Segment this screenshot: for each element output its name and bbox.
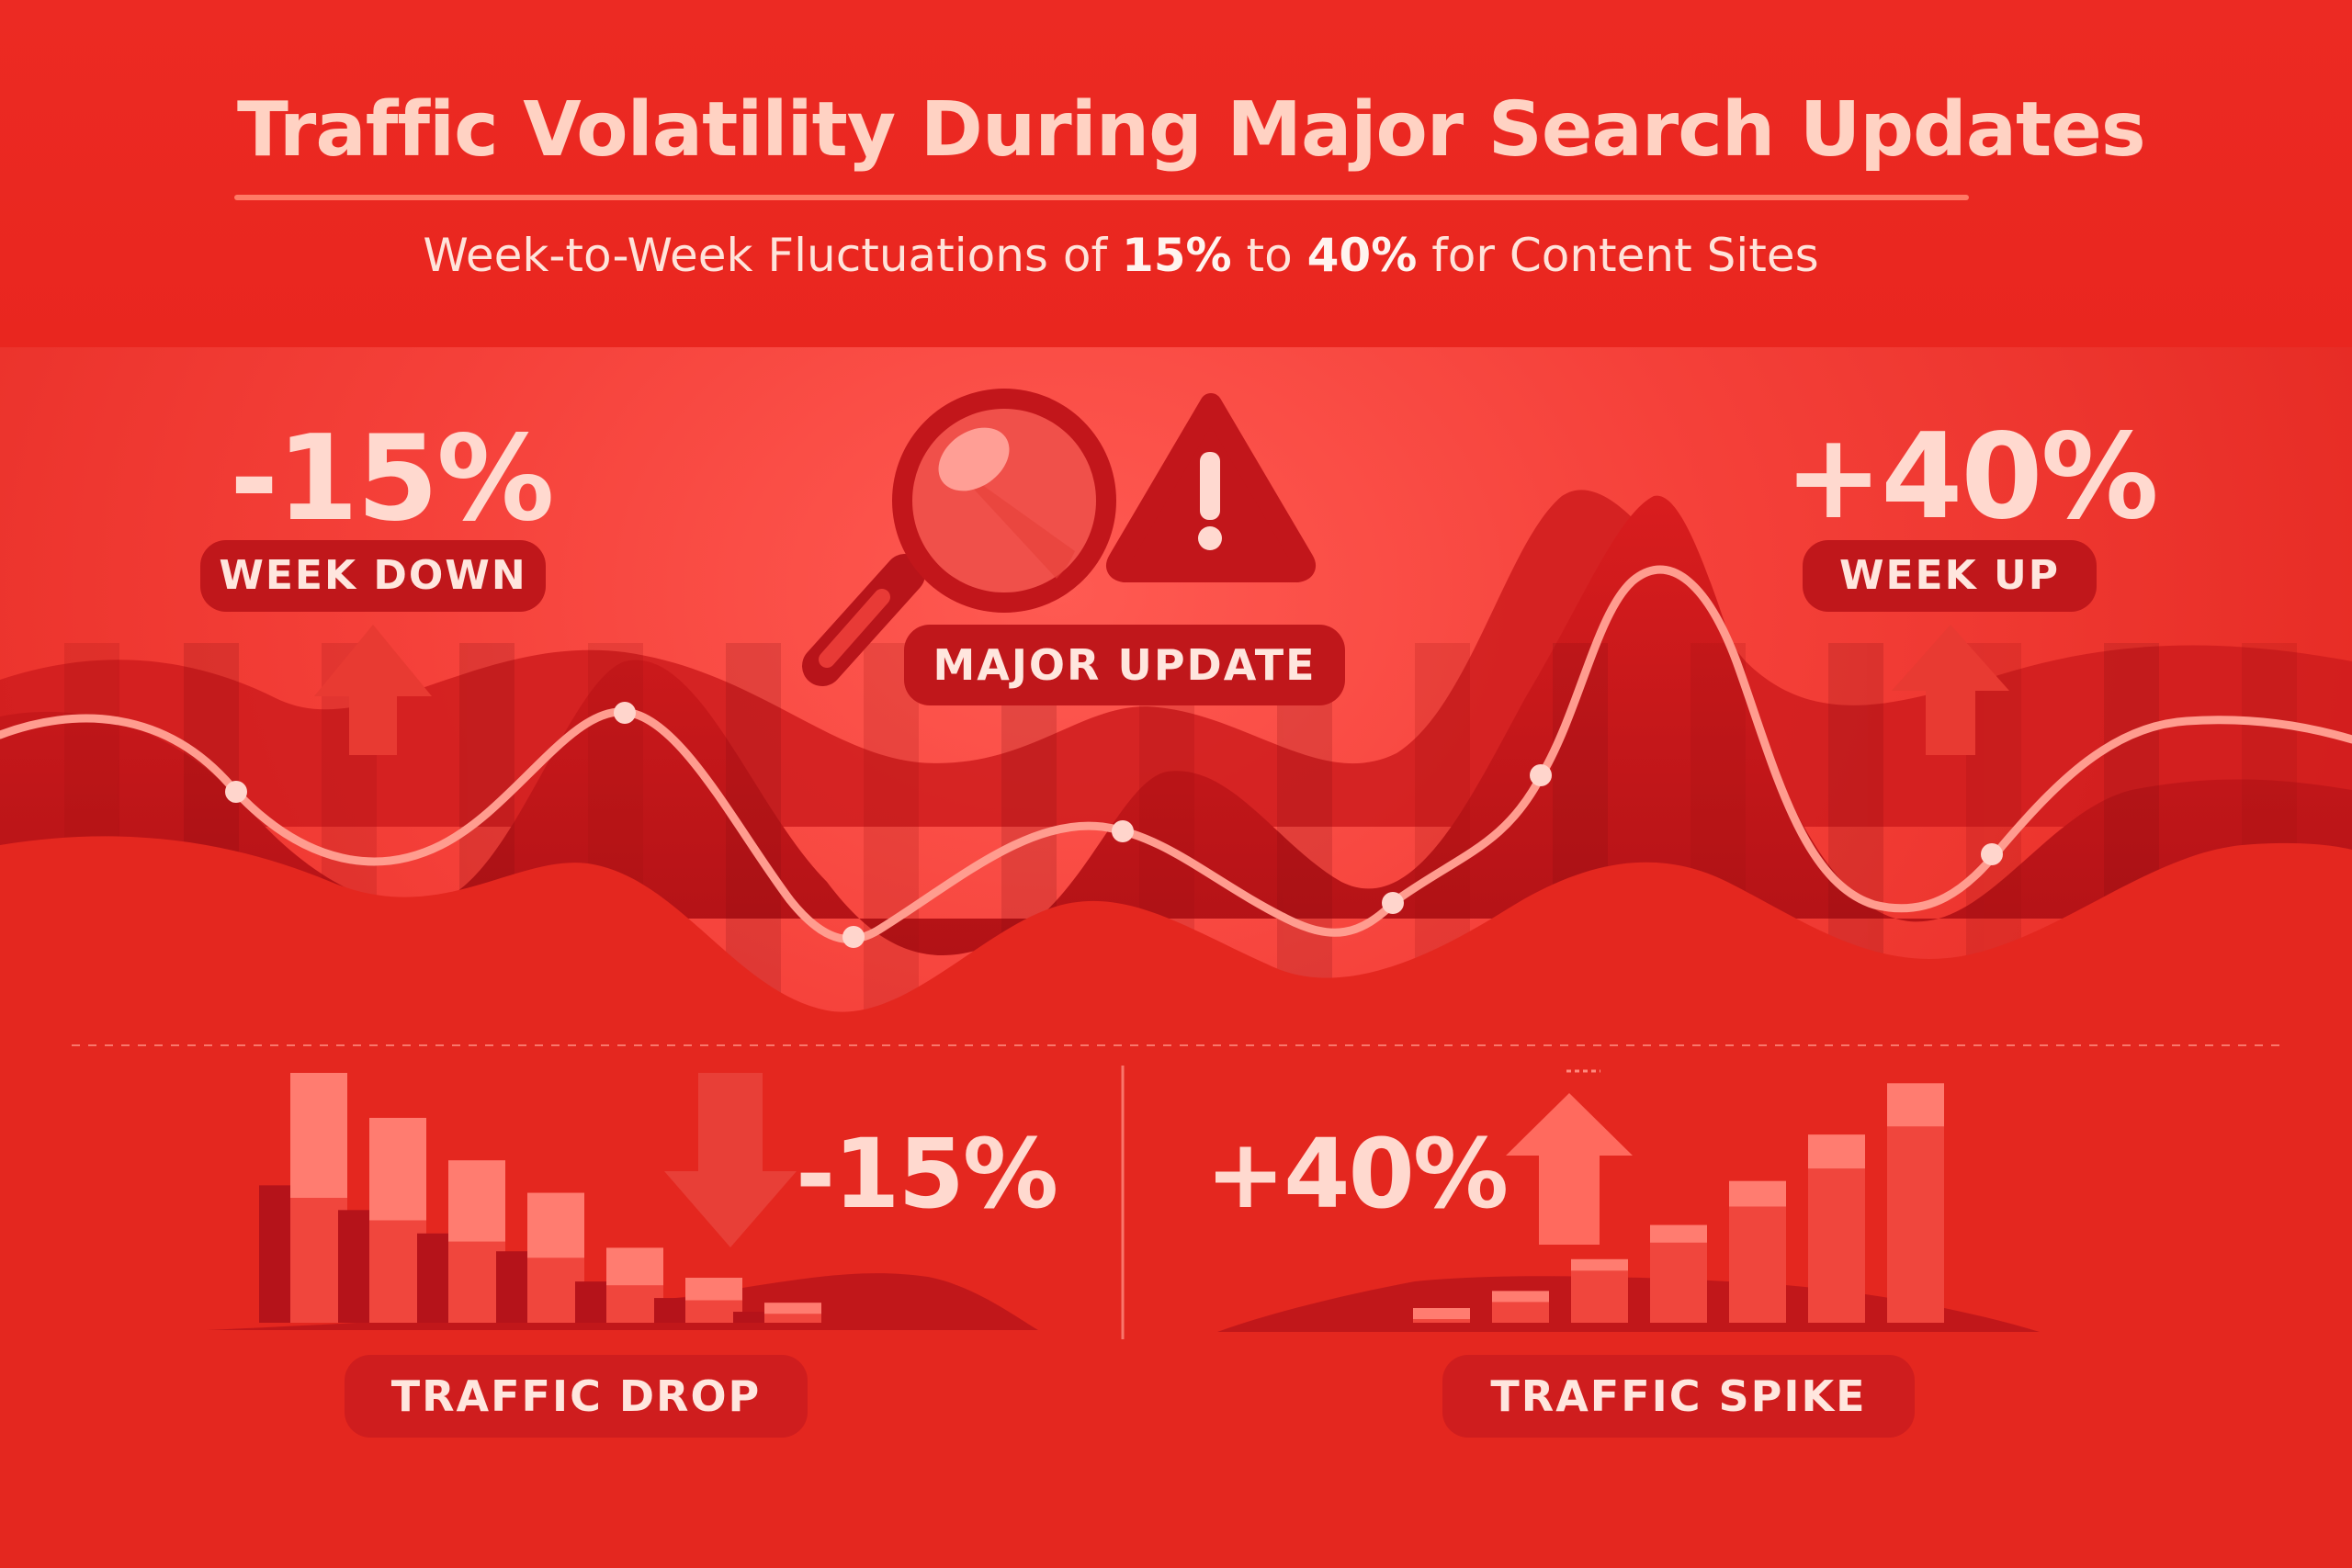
subtitle-mid: to bbox=[1231, 229, 1307, 282]
week-up-pill: WEEK UP bbox=[1803, 540, 2097, 612]
spike-arrow bbox=[1506, 1093, 1633, 1245]
line-points bbox=[225, 702, 2003, 948]
drop-bar-highlight bbox=[685, 1278, 742, 1301]
traffic-spike-pill: TRAFFIC SPIKE bbox=[1442, 1355, 1915, 1438]
subtitle-prefix: Week-to-Week Fluctuations of bbox=[423, 229, 1122, 282]
week-down-value: -15% bbox=[230, 411, 554, 547]
spike-value: +40% bbox=[1205, 1118, 1509, 1230]
mid-wave bbox=[0, 495, 2352, 955]
line-point-2 bbox=[614, 702, 636, 724]
magnifier-icon bbox=[802, 389, 1116, 686]
line-point-7 bbox=[1981, 843, 2003, 865]
line-point-3 bbox=[842, 926, 865, 948]
spike-bar-highlight bbox=[1808, 1134, 1865, 1169]
spike-bar-highlight bbox=[1887, 1083, 1944, 1127]
week-down-arrow bbox=[314, 625, 432, 755]
traffic-line bbox=[0, 565, 2352, 943]
subtitle-high-value: 40% bbox=[1306, 229, 1418, 282]
header-band: Traffic Volatility During Major Search U… bbox=[0, 0, 2352, 347]
drop-bar-highlight bbox=[369, 1117, 426, 1221]
drop-bar-highlight bbox=[764, 1303, 821, 1314]
drop-chart-ground bbox=[207, 1273, 1038, 1330]
week-up-value: +40% bbox=[1784, 409, 2159, 546]
line-point-6 bbox=[1530, 764, 1552, 786]
line-point-1 bbox=[225, 781, 247, 803]
spike-bar-highlight bbox=[1413, 1308, 1470, 1320]
spike-bars bbox=[1413, 1083, 1944, 1323]
drop-bar-highlight bbox=[527, 1192, 584, 1258]
spike-bar-highlight bbox=[1571, 1258, 1628, 1271]
drop-bar-highlight bbox=[290, 1073, 347, 1198]
wave-stripe bbox=[864, 643, 919, 1010]
drop-value: -15% bbox=[796, 1118, 1058, 1230]
week-down-pill: WEEK DOWN bbox=[200, 540, 546, 612]
spike-bar-highlight bbox=[1650, 1224, 1707, 1243]
wave-stripe bbox=[726, 643, 781, 1010]
warning-icon bbox=[1106, 393, 1316, 582]
chart-title: Traffic Volatility During Major Search U… bbox=[237, 86, 2146, 174]
spike-bar-highlight bbox=[1729, 1180, 1786, 1207]
subtitle-suffix: for Content Sites bbox=[1417, 229, 1819, 282]
drop-arrow bbox=[664, 1073, 797, 1247]
spike-bar-highlight bbox=[1492, 1291, 1549, 1303]
chart-subtitle: Week-to-Week Fluctuations of 15% to 40% … bbox=[0, 226, 2242, 285]
drop-bar-highlight bbox=[606, 1247, 663, 1286]
line-point-4 bbox=[1112, 820, 1134, 842]
drop-bar-highlight bbox=[448, 1160, 505, 1242]
traffic-drop-pill: TRAFFIC DROP bbox=[345, 1355, 808, 1438]
drop-bars bbox=[259, 1073, 821, 1323]
line-point-5 bbox=[1382, 892, 1404, 914]
week-up-arrow bbox=[1892, 625, 2009, 755]
subtitle-low-value: 15% bbox=[1121, 229, 1232, 282]
title-underline bbox=[234, 195, 1969, 200]
major-update-pill: MAJOR UPDATE bbox=[904, 625, 1345, 705]
